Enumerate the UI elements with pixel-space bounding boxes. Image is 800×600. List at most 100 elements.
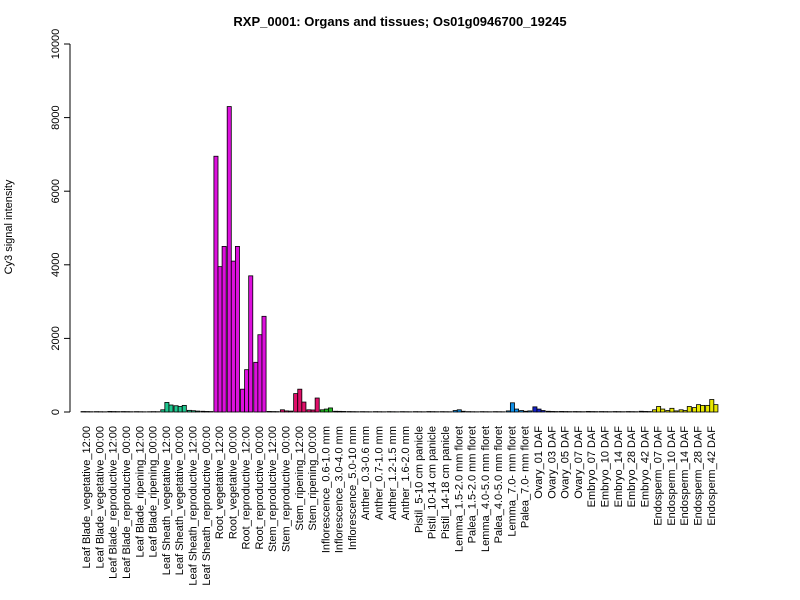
bar	[248, 275, 254, 413]
x-tick-label: Lemma_4.0-5.0 mm floret	[480, 426, 492, 552]
x-tick-label: Palea_7.0- mm floret	[520, 426, 532, 528]
bar	[456, 409, 462, 413]
x-tick-label: Leaf Sheath_reproductive_00:00	[201, 426, 213, 586]
bar	[284, 410, 289, 413]
x-tick-label: Endosperm_28 DAF	[692, 426, 704, 526]
bar	[549, 411, 555, 413]
bar	[709, 399, 715, 413]
bar	[173, 405, 179, 413]
bar	[686, 406, 692, 413]
bar	[257, 334, 263, 413]
bar	[713, 404, 719, 413]
bar	[319, 409, 325, 413]
bar	[217, 266, 223, 413]
bar	[509, 402, 515, 413]
bar	[642, 411, 648, 413]
x-tick-label: Stem_ripening_00:00	[307, 426, 319, 531]
x-tick-label: Endosperm_14 DAF	[679, 426, 691, 526]
y-tick-label: 6000	[50, 179, 62, 203]
x-tick-label: Endosperm_42 DAF	[706, 426, 718, 526]
bar	[230, 260, 236, 413]
x-tick-label: Inflorescence_5.0-10 mm	[347, 426, 359, 550]
x-tick-label: Inflorescence_3.0-4.0 mm	[334, 426, 346, 553]
bar	[261, 315, 267, 413]
bar	[540, 410, 546, 413]
bar	[460, 410, 466, 413]
bar	[195, 410, 201, 413]
bar	[279, 409, 285, 413]
y-tick-label: 0	[50, 409, 62, 415]
x-tick-label: Pistil_5-10 cm panicle	[413, 426, 425, 533]
bar	[505, 410, 511, 413]
x-tick-label: Leaf Sheath_reproductive_12:00	[187, 426, 199, 586]
x-tick-label: Inflorescence_0.6-1.0 mm	[320, 426, 332, 553]
bar	[244, 369, 250, 413]
bar	[191, 410, 196, 413]
x-tick-label: Leaf Blade_ripening_12:00	[134, 426, 146, 558]
bar	[652, 409, 657, 413]
x-tick-label: Anther_1.2-1.5 mm	[387, 426, 399, 520]
x-tick-label: Ovary_01 DAF	[533, 426, 545, 499]
bar	[177, 406, 183, 413]
x-tick-label: Embryo_42 DAF	[639, 426, 651, 508]
bar	[266, 411, 272, 413]
bar	[306, 409, 312, 413]
bar	[168, 404, 174, 413]
x-tick-label: Leaf Blade_vegetative_00:00	[94, 426, 106, 569]
bar	[536, 408, 542, 413]
x-tick-label: Leaf Sheath_vegetative_00:00	[174, 426, 186, 575]
bar	[696, 404, 701, 413]
x-tick-label: Root_reproductive_00:00	[254, 426, 266, 550]
bar	[160, 409, 166, 413]
bar	[164, 402, 170, 413]
bar	[253, 361, 259, 413]
bar	[452, 410, 458, 413]
x-tick-label: Lemma_1.5-2.0 mm floret	[453, 426, 465, 552]
x-tick-label: Embryo_07 DAF	[586, 426, 598, 508]
x-axis-tick-labels: Leaf Blade_vegetative_12:00 Leaf Blade_ve…	[81, 426, 718, 586]
x-tick-label: Embryo_10 DAF	[599, 426, 611, 508]
bar	[337, 410, 343, 413]
bar	[523, 410, 529, 413]
y-tick-label: 10000	[50, 29, 62, 60]
x-tick-label: Anther_1.6-2.0 mm	[400, 426, 412, 520]
bar	[656, 406, 662, 413]
y-axis: 0 2000 4000 6000 8000 10000	[50, 29, 71, 415]
x-tick-label: Leaf Sheath_vegetative_12:00	[161, 426, 173, 575]
x-tick-label: Palea_1.5-2.0 mm floret	[467, 426, 479, 543]
x-tick-label: Leaf Blade_reproductive_00:00	[121, 426, 133, 579]
bar	[297, 388, 303, 413]
bars-group	[80, 106, 719, 413]
x-tick-label: Anther_0.3-0.6 mm	[360, 426, 372, 520]
x-tick-label: Stem_reproductive_12:00	[267, 426, 279, 552]
x-tick-label: Root_vegetative_12:00	[214, 426, 226, 539]
x-tick-label: Pistil_14-18 cm panicle	[440, 426, 452, 539]
bar	[705, 404, 711, 413]
bar	[545, 410, 551, 413]
bar	[323, 408, 329, 413]
bar	[200, 410, 206, 413]
bar	[341, 411, 347, 413]
bar	[314, 397, 320, 413]
bar	[559, 411, 564, 413]
y-tick-label: 8000	[50, 105, 62, 129]
bar	[532, 406, 538, 413]
x-tick-label: Embryo_28 DAF	[626, 426, 638, 508]
y-tick-label: 2000	[50, 326, 62, 350]
x-tick-label: Ovary_07 DAF	[573, 426, 585, 499]
bar	[669, 407, 675, 413]
bar	[678, 409, 684, 413]
y-axis-label: Cy3 signal intensity	[3, 179, 15, 274]
x-tick-label: Endosperm_07 DAF	[653, 426, 665, 526]
bar	[700, 404, 706, 413]
x-tick-label: Palea_4.0-5.0 mm floret	[493, 426, 505, 543]
x-tick-label: Root_vegetative_00:00	[227, 426, 239, 539]
x-tick-label: Ovary_05 DAF	[560, 426, 572, 499]
bar	[181, 404, 187, 413]
bar	[204, 411, 210, 413]
bar	[585, 411, 591, 413]
x-tick-label: Lemma_7.0- mm floret	[506, 426, 518, 537]
x-tick-label: Embryo_14 DAF	[613, 426, 625, 508]
bar	[107, 411, 113, 413]
bar	[234, 245, 240, 413]
